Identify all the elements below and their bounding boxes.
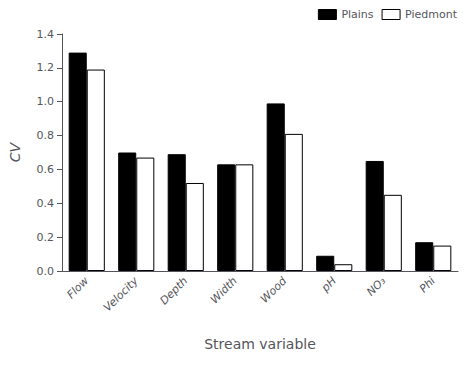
svg-text:0.8: 0.8	[37, 129, 55, 142]
svg-text:Piedmont: Piedmont	[405, 8, 458, 21]
svg-text:Plains: Plains	[341, 8, 373, 21]
svg-text:1.2: 1.2	[37, 61, 55, 74]
svg-text:1.4: 1.4	[37, 28, 55, 41]
svg-text:0.2: 0.2	[37, 231, 55, 244]
svg-text:Stream variable: Stream variable	[204, 336, 316, 352]
svg-text:Wood: Wood	[258, 274, 290, 306]
svg-text:pH: pH	[318, 274, 339, 295]
svg-text:1.0: 1.0	[37, 95, 55, 108]
svg-text:Flow: Flow	[64, 274, 91, 301]
svg-text:Depth: Depth	[157, 274, 190, 307]
svg-text:Width: Width	[208, 274, 240, 306]
svg-text:Velocity: Velocity	[101, 274, 141, 314]
svg-text:0.6: 0.6	[37, 163, 55, 176]
svg-text:CV: CV	[7, 141, 23, 162]
svg-text:NO₃: NO₃	[364, 274, 389, 299]
svg-text:Phi: Phi	[417, 274, 438, 295]
svg-text:0.0: 0.0	[37, 265, 55, 278]
svg-text:0.4: 0.4	[37, 197, 55, 210]
